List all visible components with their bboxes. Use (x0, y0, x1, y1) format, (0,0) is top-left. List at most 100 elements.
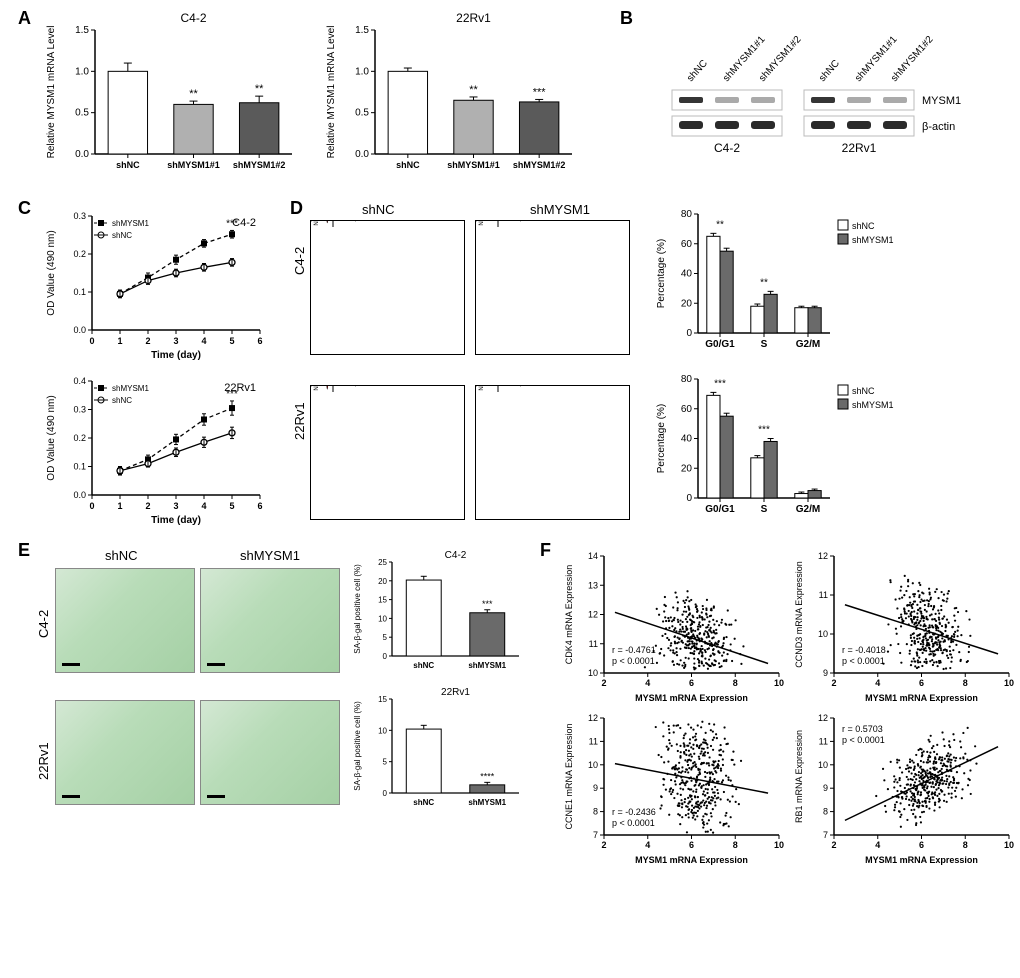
svg-text:OD Value (490 nm): OD Value (490 nm) (46, 230, 57, 315)
panel-d-col-shnc: shNC (362, 202, 395, 217)
svg-text:4: 4 (875, 840, 880, 850)
svg-text:Percentage (%): Percentage (%) (656, 239, 667, 308)
svg-text:shNC: shNC (852, 386, 875, 396)
svg-text:5: 5 (229, 336, 234, 346)
svg-text:0: 0 (89, 501, 94, 511)
svg-text:C4-2: C4-2 (232, 217, 256, 229)
micrograph-c42-shmysm1 (200, 568, 340, 673)
panel-d-chart-c42: 020406080**G0/G1**SG2/MPercentage (%)shN… (650, 200, 910, 355)
svg-text:60: 60 (681, 404, 693, 415)
svg-text:G0/G1: G0/G1 (705, 504, 735, 515)
panel-e-row-22rv1: 22Rv1 (36, 742, 51, 780)
svg-text:22Rv1: 22Rv1 (441, 687, 470, 698)
svg-text:10: 10 (588, 760, 598, 770)
svg-text:12: 12 (818, 713, 828, 723)
svg-text:3: 3 (173, 336, 178, 346)
panel-e-chart-22rv1: 051015shNC****shMYSM122Rv1SA-β-gal posit… (350, 685, 525, 817)
panel-a-label: A (18, 8, 31, 29)
svg-text:shNC: shNC (817, 58, 842, 84)
svg-text:C4-2: C4-2 (445, 550, 467, 561)
svg-text:shNC: shNC (112, 396, 132, 405)
svg-text:10: 10 (818, 760, 828, 770)
micrograph-c42-shnc (55, 568, 195, 673)
panel-d-row-c42: C4-2 (292, 247, 307, 275)
svg-text:4: 4 (201, 501, 206, 511)
svg-text:0.3: 0.3 (73, 211, 86, 221)
svg-text:0.0: 0.0 (355, 149, 369, 160)
svg-text:shMYSM1#2: shMYSM1#2 (233, 160, 286, 170)
svg-text:MYSM1 mRNA Expression: MYSM1 mRNA Expression (635, 855, 748, 865)
svg-text:shNC: shNC (685, 58, 710, 84)
svg-text:12: 12 (588, 610, 598, 620)
svg-text:***: *** (758, 425, 770, 436)
panel-d-label: D (290, 198, 303, 219)
svg-text:0.0: 0.0 (73, 490, 86, 500)
panel-b-label: B (620, 8, 633, 29)
panel-f-scatter-ccne1: 246810789101112MYSM1 mRNA ExpressionCCNE… (560, 710, 785, 865)
svg-text:80: 80 (681, 374, 693, 385)
svg-text:shNC: shNC (413, 661, 434, 670)
svg-text:25: 25 (378, 558, 387, 567)
svg-text:3: 3 (173, 501, 178, 511)
svg-text:10: 10 (1004, 678, 1014, 688)
panel-e-chart-c42: 0510152025shNC***shMYSM1C4-2SA-β-gal pos… (350, 548, 525, 680)
svg-text:Relative MYSM1 mRNA Level: Relative MYSM1 mRNA Level (46, 26, 57, 159)
svg-text:4: 4 (875, 678, 880, 688)
micrograph-22rv1-shnc (55, 700, 195, 805)
panel-c-label: C (18, 198, 31, 219)
svg-text:22Rv1: 22Rv1 (456, 11, 491, 25)
svg-text:Number: Number (314, 385, 320, 391)
svg-text:8: 8 (733, 840, 738, 850)
svg-text:**: ** (469, 84, 478, 96)
svg-text:6: 6 (257, 501, 262, 511)
svg-text:C4-2: C4-2 (180, 11, 206, 25)
svg-text:G2/M: G2/M (796, 339, 820, 350)
svg-text:0: 0 (383, 789, 388, 798)
svg-text:CCND3 mRNA Expression: CCND3 mRNA Expression (794, 561, 804, 668)
panel-e-row-c42: C4-2 (36, 610, 51, 638)
svg-text:10: 10 (818, 629, 828, 639)
svg-text:15: 15 (378, 695, 387, 704)
svg-text:0.5: 0.5 (355, 108, 369, 119)
svg-text:***: *** (714, 378, 726, 389)
svg-text:G2/M: G2/M (796, 504, 820, 515)
flow-cytometry-22rv1-shnc: 050100150200Channels (FL3 Lin-FL3 LIN)Nu… (310, 385, 465, 520)
panel-f-label: F (540, 540, 551, 561)
svg-text:***: *** (482, 599, 493, 609)
svg-text:p < 0.0001: p < 0.0001 (842, 735, 885, 745)
svg-text:8: 8 (963, 840, 968, 850)
svg-text:Time (day): Time (day) (151, 350, 201, 360)
flow-cytometry-c42-shnc: 050100150200Channels (FL3 Lin-FL3 LIN)Nu… (310, 220, 465, 355)
svg-text:11: 11 (589, 639, 598, 649)
svg-text:S: S (761, 504, 768, 515)
svg-text:7: 7 (593, 830, 598, 840)
svg-text:0.5: 0.5 (75, 108, 89, 119)
svg-text:0: 0 (89, 336, 94, 346)
svg-text:4: 4 (645, 840, 650, 850)
svg-text:40: 40 (681, 434, 693, 445)
svg-text:CDK4 mRNA Expression: CDK4 mRNA Expression (564, 565, 574, 665)
svg-text:0.0: 0.0 (73, 325, 86, 335)
svg-text:Number: Number (479, 220, 485, 226)
svg-text:5: 5 (383, 758, 388, 767)
svg-text:0.2: 0.2 (73, 249, 86, 259)
svg-text:shMYSM1#1: shMYSM1#1 (167, 160, 220, 170)
svg-text:***: *** (533, 86, 547, 98)
svg-text:Percentage (%): Percentage (%) (656, 404, 667, 473)
svg-text:shMYSM1: shMYSM1 (852, 400, 894, 410)
flow-cytometry-22rv1-shmysm1: 050100150200Channels (FL3 Lin-FL3 LIN)Nu… (475, 385, 630, 520)
svg-text:r = -0.4761: r = -0.4761 (612, 645, 656, 655)
svg-text:10: 10 (1004, 840, 1014, 850)
svg-text:RB1 mRNA Expression: RB1 mRNA Expression (794, 730, 804, 823)
panel-d-row-22rv1: 22Rv1 (292, 402, 307, 440)
svg-text:13: 13 (588, 580, 598, 590)
svg-text:22Rv1: 22Rv1 (224, 382, 256, 394)
svg-text:SA-β-gal positive cell (%): SA-β-gal positive cell (%) (353, 701, 362, 791)
svg-text:6: 6 (257, 336, 262, 346)
svg-text:shMYSM1: shMYSM1 (468, 798, 506, 807)
svg-text:8: 8 (963, 678, 968, 688)
svg-text:9: 9 (823, 783, 828, 793)
svg-text:Relative MYSM1 mRNA Level: Relative MYSM1 mRNA Level (326, 26, 337, 159)
panel-c-chart-c42: 0.00.10.20.30123456***Time (day)OD Value… (40, 200, 270, 360)
svg-text:2: 2 (831, 678, 836, 688)
